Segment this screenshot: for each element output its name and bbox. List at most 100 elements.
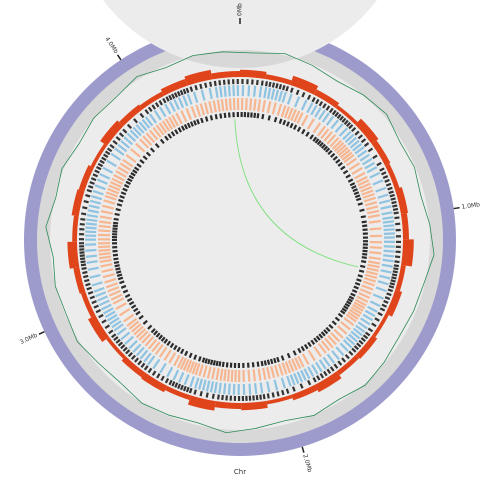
feature-tiles bbox=[105, 282, 125, 305]
histogram-bar bbox=[266, 394, 293, 405]
feature-tiles bbox=[351, 126, 370, 147]
feature-tiles bbox=[102, 152, 121, 174]
feature-tiles bbox=[84, 218, 98, 241]
histogram-bar bbox=[394, 186, 409, 214]
feature-tiles bbox=[198, 364, 220, 381]
feature-tiles bbox=[195, 100, 217, 117]
feature-tiles bbox=[189, 81, 213, 92]
feature-tiles bbox=[281, 355, 305, 375]
feature-tiles bbox=[280, 105, 304, 124]
histogram-bar bbox=[80, 291, 96, 318]
feature-tiles bbox=[286, 93, 308, 111]
feature-tiles bbox=[363, 196, 381, 219]
link bbox=[234, 119, 359, 268]
feature-tiles bbox=[126, 317, 149, 341]
feature-tiles bbox=[260, 356, 280, 367]
feature-tiles bbox=[333, 317, 355, 339]
feature-tiles bbox=[317, 332, 341, 354]
histogram-bar bbox=[121, 356, 146, 378]
histogram-bar bbox=[71, 189, 85, 217]
feature-tiles bbox=[98, 241, 112, 263]
feature-tiles bbox=[86, 169, 100, 193]
histogram-bar bbox=[160, 78, 188, 96]
histogram-bar bbox=[187, 395, 216, 411]
feature-tiles bbox=[326, 342, 349, 364]
feature-tiles bbox=[340, 165, 354, 183]
histogram-bar bbox=[78, 165, 94, 192]
feature-tiles bbox=[377, 263, 393, 286]
histogram-bar bbox=[67, 241, 80, 269]
feature-tiles bbox=[180, 118, 200, 131]
x-tick-label: 0Mb bbox=[237, 3, 244, 16]
feature-tiles bbox=[342, 130, 365, 155]
feature-tiles bbox=[111, 221, 119, 242]
feature-tiles bbox=[216, 97, 240, 112]
feature-tiles bbox=[148, 103, 172, 124]
feature-tiles bbox=[361, 220, 368, 239]
feature-tiles bbox=[194, 377, 218, 394]
x-tick-label: 2.0Mb bbox=[301, 454, 313, 474]
feature-tiles bbox=[242, 382, 264, 395]
feature-tiles bbox=[152, 358, 174, 378]
feature-tiles bbox=[93, 286, 112, 311]
feature-tiles bbox=[349, 182, 362, 202]
histogram-bar bbox=[214, 401, 242, 409]
feature-tiles bbox=[155, 114, 179, 136]
feature-tiles bbox=[313, 326, 331, 343]
histogram-bar bbox=[355, 118, 379, 144]
feature-tiles bbox=[301, 346, 323, 365]
feature-tiles bbox=[394, 240, 402, 264]
feature-tiles bbox=[99, 199, 116, 220]
tick-mark bbox=[453, 206, 460, 210]
feature-tiles bbox=[342, 324, 366, 349]
feature-tiles bbox=[125, 166, 140, 185]
feature-tiles bbox=[241, 85, 263, 98]
feature-tiles bbox=[111, 333, 131, 355]
feature-tiles bbox=[201, 357, 222, 367]
feature-tiles bbox=[85, 243, 98, 264]
feature-tiles bbox=[363, 260, 381, 283]
feature-tiles bbox=[368, 219, 382, 238]
feature-tiles bbox=[104, 177, 124, 201]
feature-tiles bbox=[184, 350, 202, 362]
x-tick-label: 4.0Mb bbox=[103, 36, 119, 55]
feature-tiles bbox=[261, 113, 278, 123]
feature-tiles bbox=[382, 216, 395, 239]
feature-tiles bbox=[388, 264, 400, 289]
feature-tiles bbox=[78, 217, 86, 241]
feature-tiles bbox=[325, 115, 349, 137]
feature-tiles bbox=[150, 328, 169, 344]
feature-tiles bbox=[311, 96, 334, 114]
histogram-bar bbox=[371, 140, 391, 166]
feature-tiles bbox=[164, 127, 182, 141]
feature-tiles bbox=[240, 111, 260, 119]
feature-tiles bbox=[388, 190, 399, 215]
feature-tiles bbox=[126, 112, 145, 129]
histogram-bar bbox=[184, 69, 213, 86]
histogram-bar bbox=[119, 104, 143, 127]
feature-tiles bbox=[193, 389, 215, 399]
feature-tiles bbox=[218, 382, 240, 395]
feature-tiles bbox=[147, 367, 170, 384]
feature-tiles bbox=[357, 202, 366, 219]
feature-tiles bbox=[172, 369, 195, 388]
feature-tiles bbox=[165, 87, 190, 102]
feature-tiles bbox=[291, 379, 312, 392]
histogram-bar bbox=[72, 215, 79, 242]
feature-tiles bbox=[332, 139, 355, 164]
feature-tiles bbox=[168, 93, 193, 113]
feature-tiles bbox=[345, 298, 367, 323]
histogram-bar bbox=[141, 372, 168, 393]
x-tick-label: 1.0Mb bbox=[461, 201, 480, 211]
histogram-bar bbox=[211, 71, 240, 80]
feature-tiles bbox=[266, 377, 287, 393]
feature-tiles bbox=[177, 356, 201, 376]
histogram-bar bbox=[385, 163, 400, 190]
feature-tiles bbox=[345, 157, 366, 180]
x-tick-label: 3.0Mb bbox=[19, 332, 39, 346]
feature-tiles bbox=[307, 356, 331, 378]
histogram-bar bbox=[90, 143, 107, 168]
feature-tiles bbox=[369, 171, 387, 193]
histogram-bar bbox=[335, 105, 358, 125]
histogram-bar bbox=[400, 213, 409, 240]
